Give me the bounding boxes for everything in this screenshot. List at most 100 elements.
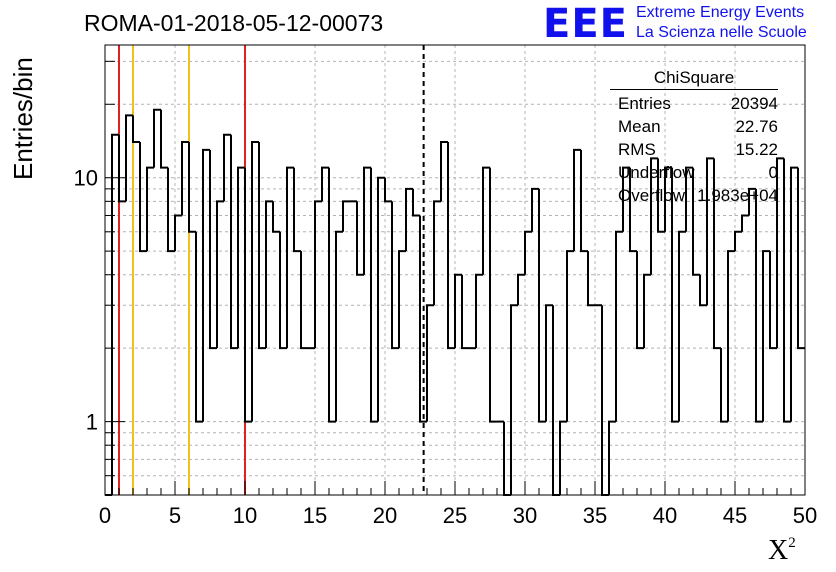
histogram-bin	[461, 274, 469, 350]
histogram-bin	[293, 167, 301, 253]
chart-title: ROMA-01-2018-05-12-00073	[84, 10, 384, 36]
x-tick-label: 5	[169, 503, 181, 528]
histogram-bin	[713, 158, 721, 350]
histogram-bin	[692, 167, 700, 276]
histogram-bin	[517, 273, 525, 306]
histogram-bin	[482, 166, 490, 275]
histogram-bin	[132, 115, 140, 144]
x-tick-label: 45	[723, 503, 747, 528]
histogram-bin	[790, 166, 798, 422]
stats-label: Entries	[618, 94, 671, 113]
histogram-bin	[489, 167, 497, 423]
histogram-bin	[580, 149, 588, 253]
histogram-bin	[202, 148, 210, 422]
histogram-bin	[769, 251, 777, 350]
histogram-bin	[601, 305, 609, 496]
histogram-bin	[657, 158, 665, 233]
y-tick-label: 10	[74, 166, 98, 191]
histogram-bin	[608, 420, 616, 495]
axes: 0 5 10 15 20 25 30 35 40 45 50 1 10	[74, 60, 817, 528]
y-axis-label: Entries/bin	[8, 57, 38, 180]
histogram-bin	[181, 141, 189, 216]
histogram-bin	[650, 157, 658, 275]
histogram-bin	[286, 166, 294, 349]
histogram-bin	[237, 166, 245, 349]
histogram-bin	[706, 157, 714, 306]
histogram-bin	[125, 114, 133, 202]
histogram-bin	[727, 250, 735, 422]
histogram-bin	[748, 187, 756, 216]
histogram-bin	[412, 188, 420, 217]
histogram-bin	[111, 133, 119, 495]
histogram-bin	[566, 250, 574, 422]
histogram-bin	[188, 142, 196, 233]
histogram-bin	[426, 304, 434, 422]
histogram-bin	[671, 167, 679, 423]
x-axis-label: X2	[768, 535, 796, 566]
histogram-bin	[363, 166, 371, 275]
histogram-bin	[195, 231, 203, 423]
histogram-bin	[524, 230, 532, 275]
histogram-bin	[615, 230, 623, 422]
histogram-bin	[664, 166, 672, 232]
histogram-bin	[356, 201, 364, 276]
histogram-bin	[629, 167, 637, 253]
histogram-bin	[531, 187, 539, 232]
logo-caption-line1: Extreme Energy Events	[636, 4, 805, 21]
histogram-bin	[440, 141, 448, 202]
histogram-bin	[209, 149, 217, 350]
stats-title: ChiSquare	[610, 68, 778, 90]
histogram-bin	[734, 230, 742, 252]
histogram-bin	[146, 166, 154, 252]
histogram-bin	[797, 167, 805, 350]
grid-layer	[105, 45, 805, 495]
stats-value: 22.76	[735, 117, 778, 136]
histogram-bin	[741, 214, 749, 232]
histogram-bin	[244, 167, 252, 423]
histogram-bin	[405, 187, 413, 252]
histogram-bin	[272, 201, 280, 233]
stats-value: 1.983e+04	[697, 186, 778, 205]
x-tick-label: 0	[99, 503, 111, 528]
histogram-bin	[139, 142, 147, 253]
y-tick-label: 1	[86, 410, 98, 435]
logo-caption: Extreme Energy Events La Scienza nelle S…	[636, 3, 807, 43]
histogram-bin	[258, 142, 266, 350]
histogram-bin	[510, 304, 518, 495]
stats-label: Mean	[618, 117, 661, 136]
histogram-bin	[454, 273, 462, 349]
histogram-bin	[447, 142, 455, 350]
stats-value: 20394	[730, 94, 778, 113]
histogram-bin	[538, 188, 546, 423]
histogram-bin	[699, 274, 707, 307]
x-tick-label: 25	[443, 503, 467, 528]
x-tick-label: 35	[583, 503, 607, 528]
histogram-bin	[643, 273, 651, 349]
x-tick-label: 40	[653, 503, 677, 528]
stats-label: Overflow	[618, 186, 686, 205]
histogram-bin	[776, 157, 784, 349]
histogram-series	[105, 108, 805, 496]
histogram-bin	[335, 230, 343, 422]
histogram-bin	[230, 134, 238, 350]
histogram-bin	[160, 109, 168, 169]
histogram-bin	[384, 177, 392, 203]
x-tick-label: 10	[233, 503, 257, 528]
stats-row: Underflow 0	[610, 161, 778, 184]
histogram-bin	[545, 304, 553, 422]
histogram-bin	[678, 230, 686, 422]
stats-value: 15.22	[735, 140, 778, 159]
histogram-bin	[174, 214, 182, 252]
histogram-bin	[251, 141, 259, 422]
x-tick-label: 15	[303, 503, 327, 528]
stats-value: 0	[768, 163, 778, 182]
histogram-bin	[342, 200, 350, 232]
histogram-bin	[755, 188, 763, 423]
histogram-bin	[265, 200, 273, 349]
stats-row: Overflow 1.983e+04	[610, 184, 778, 207]
stats-row: RMS 15.22	[610, 138, 778, 161]
histogram-bin	[321, 166, 329, 202]
histogram-bin	[552, 305, 560, 496]
histogram-bin	[573, 148, 581, 252]
histogram-bin	[685, 166, 693, 232]
